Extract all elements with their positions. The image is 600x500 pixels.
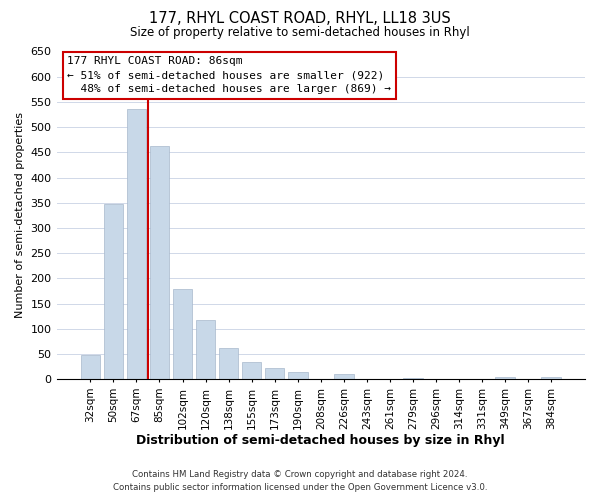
Bar: [196, 320, 215, 379]
Bar: [541, 376, 561, 379]
Bar: [219, 348, 238, 379]
Bar: [242, 362, 262, 379]
Bar: [80, 356, 100, 379]
Bar: [104, 204, 123, 379]
Bar: [288, 372, 308, 379]
Bar: [127, 110, 146, 379]
Text: 177, RHYL COAST ROAD, RHYL, LL18 3US: 177, RHYL COAST ROAD, RHYL, LL18 3US: [149, 11, 451, 26]
Bar: [149, 146, 169, 379]
Text: 177 RHYL COAST ROAD: 86sqm
← 51% of semi-detached houses are smaller (922)
  48%: 177 RHYL COAST ROAD: 86sqm ← 51% of semi…: [67, 56, 391, 94]
Bar: [496, 376, 515, 379]
Bar: [334, 374, 353, 379]
Y-axis label: Number of semi-detached properties: Number of semi-detached properties: [15, 112, 25, 318]
Text: Size of property relative to semi-detached houses in Rhyl: Size of property relative to semi-detach…: [130, 26, 470, 39]
Bar: [173, 290, 193, 379]
Bar: [403, 378, 423, 379]
X-axis label: Distribution of semi-detached houses by size in Rhyl: Distribution of semi-detached houses by …: [136, 434, 505, 448]
Text: Contains HM Land Registry data © Crown copyright and database right 2024.
Contai: Contains HM Land Registry data © Crown c…: [113, 470, 487, 492]
Bar: [265, 368, 284, 379]
